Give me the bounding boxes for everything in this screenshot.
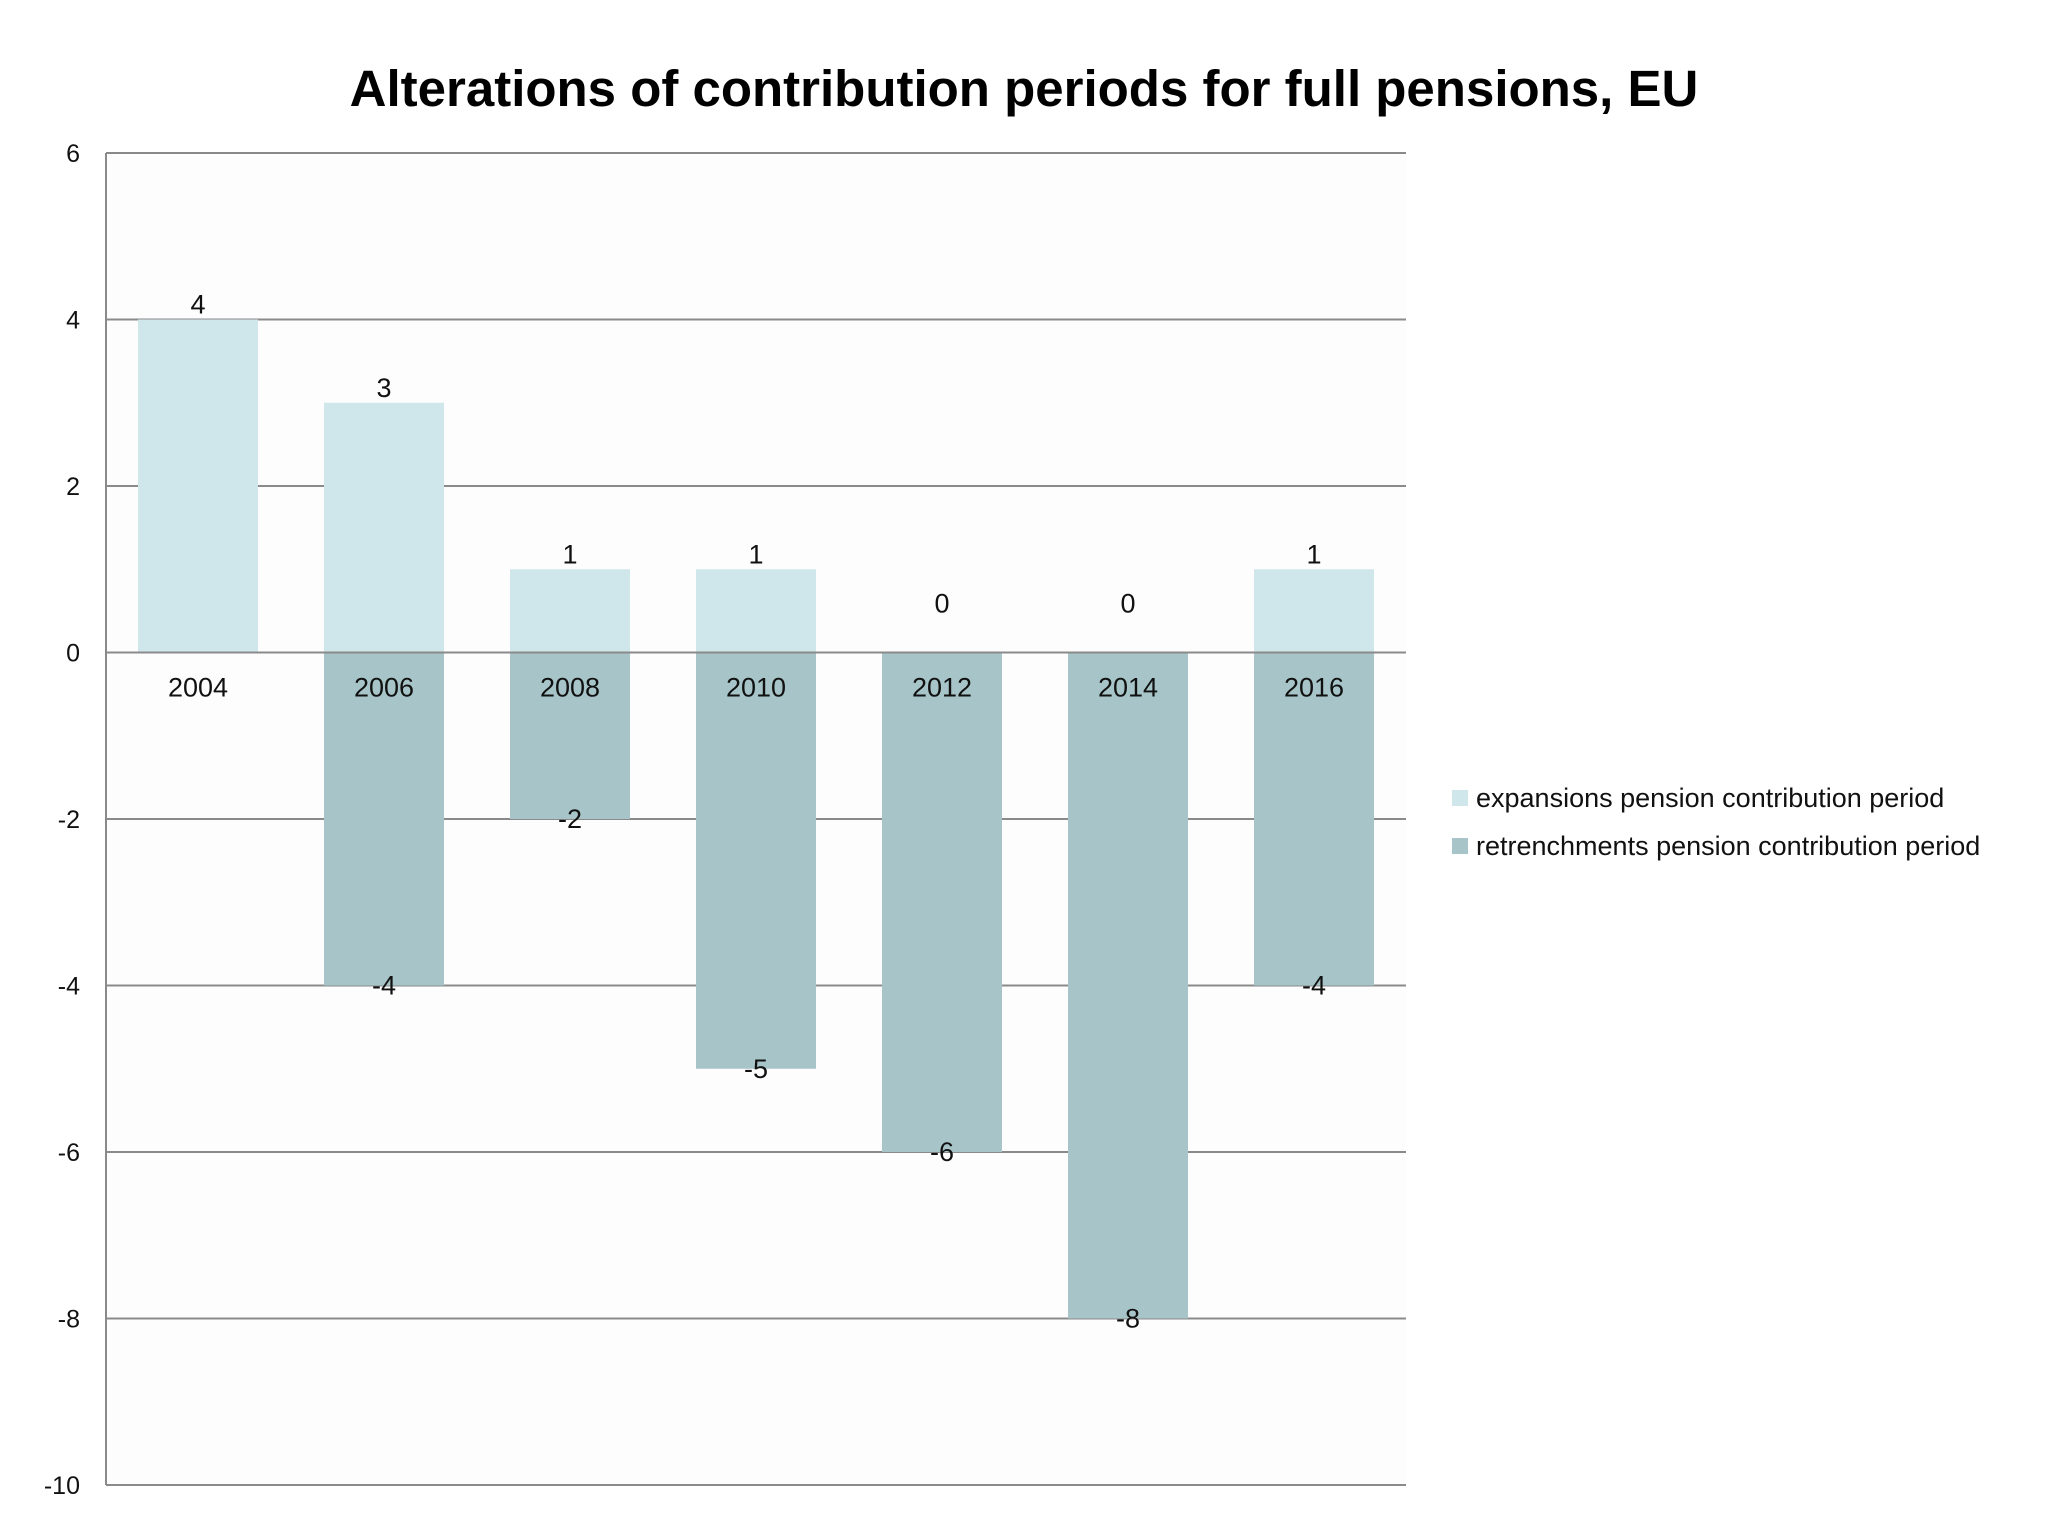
bar-expansions-2010 — [696, 569, 816, 653]
category-label-2008: 2008 — [540, 673, 600, 703]
y-tick-label: 0 — [66, 640, 80, 668]
y-tick-label: -4 — [58, 973, 80, 1001]
legend: expansions pension contribution period re… — [1452, 783, 1980, 861]
bar-expansions-2016 — [1254, 569, 1374, 653]
legend-label-0: expansions pension contribution period — [1476, 783, 1944, 813]
data-label-retrenchments-2014: -8 — [1116, 1304, 1140, 1334]
y-tick-label: 2 — [66, 473, 80, 501]
data-labels: 4 3 -4 1 -2 1 -5 0 -6 0 -8 1 -4 — [190, 290, 1326, 1334]
chart-title: Alterations of contribution periods for … — [350, 60, 1699, 117]
data-label-expansions-2014: 0 — [1120, 589, 1135, 619]
bar-retrenchments-2014 — [1068, 652, 1188, 1319]
bar-retrenchments-2006 — [324, 652, 444, 986]
category-label-2016: 2016 — [1284, 673, 1344, 703]
data-label-expansions-2010: 1 — [748, 539, 763, 569]
category-label-2012: 2012 — [912, 673, 972, 703]
y-tick-label: 4 — [66, 307, 80, 335]
category-label-2004: 2004 — [168, 673, 228, 703]
data-label-expansions-2012: 0 — [934, 589, 949, 619]
legend-label-1: retrenchments pension contribution perio… — [1476, 831, 1980, 861]
y-tick-label: -10 — [44, 1472, 80, 1500]
legend-swatch-0 — [1452, 790, 1468, 806]
bar-retrenchments-2010 — [696, 652, 816, 1069]
y-tick-label: 6 — [66, 140, 80, 168]
bar-retrenchments-2012 — [882, 652, 1002, 1152]
y-axis-tick-labels: 6 4 2 0 -2 -4 -6 -8 -10 — [44, 140, 80, 1500]
category-label-2014: 2014 — [1098, 673, 1158, 703]
category-label-2006: 2006 — [354, 673, 414, 703]
data-label-expansions-2008: 1 — [562, 539, 577, 569]
y-tick-label: -2 — [58, 806, 80, 834]
bar-expansions-2008 — [510, 569, 630, 653]
data-label-expansions-2006: 3 — [376, 373, 391, 403]
bar-expansions-2006 — [324, 402, 444, 653]
data-label-expansions-2004: 4 — [190, 290, 205, 320]
data-label-retrenchments-2010: -5 — [744, 1054, 768, 1084]
data-label-retrenchments-2006: -4 — [372, 971, 396, 1001]
legend-swatch-1 — [1452, 838, 1468, 854]
gridlines — [106, 152, 1406, 1486]
data-label-retrenchments-2008: -2 — [558, 804, 582, 834]
data-label-expansions-2016: 1 — [1306, 539, 1321, 569]
category-label-2010: 2010 — [726, 673, 786, 703]
bar-retrenchments-2008 — [510, 652, 630, 819]
data-label-retrenchments-2012: -6 — [930, 1137, 954, 1167]
data-label-retrenchments-2016: -4 — [1302, 971, 1326, 1001]
y-tick-label: -8 — [58, 1306, 80, 1334]
y-tick-label: -6 — [58, 1139, 80, 1167]
category-labels: 2004 2006 2008 2010 2012 2014 2016 — [168, 673, 1344, 703]
bars — [138, 319, 1374, 1319]
bar-expansions-2004 — [138, 319, 258, 653]
bar-retrenchments-2016 — [1254, 652, 1374, 986]
